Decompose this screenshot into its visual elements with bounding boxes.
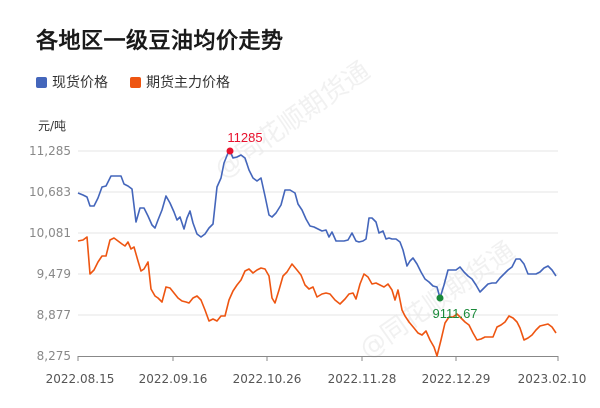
y-tick: 8,877	[36, 308, 71, 322]
y-tick: 11,285	[29, 144, 71, 158]
y-axis-unit: 元/吨	[38, 119, 67, 133]
legend-item-futures[interactable]: 期货主力价格	[130, 72, 230, 92]
chart-title: 各地区一级豆油均价走势	[36, 29, 284, 54]
legend-label-futures: 期货主力价格	[146, 75, 230, 91]
x-tick: 2022.08.15	[45, 372, 115, 386]
legend-label-spot: 现货价格	[52, 75, 108, 91]
x-tick: 2022.09.16	[138, 372, 208, 386]
gridlines	[78, 150, 558, 316]
max-point-marker[interactable]	[226, 147, 234, 155]
min-point-label: 9111.67	[432, 306, 477, 321]
legend-item-spot[interactable]: 现货价格	[36, 72, 108, 92]
x-tick: 2022.10.26	[232, 372, 302, 386]
y-tick: 8,275	[36, 349, 71, 363]
legend-swatch-spot	[36, 76, 47, 88]
max-point-label: 11285	[227, 130, 262, 145]
y-tick: 9,479	[36, 267, 71, 281]
y-tick: 10,683	[29, 185, 71, 199]
legend: 现货价格 期货主力价格	[36, 72, 252, 92]
x-tick: 2023.02.10	[517, 372, 587, 386]
x-tick: 2022.11.28	[327, 372, 397, 386]
x-axis	[77, 356, 559, 361]
legend-swatch-futures	[130, 76, 141, 88]
spot-price-line[interactable]	[77, 150, 557, 299]
x-tick: 2022.12.29	[421, 372, 491, 386]
futures-price-line[interactable]	[77, 236, 557, 357]
min-point-marker[interactable]	[436, 294, 444, 302]
y-tick: 10,081	[29, 226, 71, 240]
